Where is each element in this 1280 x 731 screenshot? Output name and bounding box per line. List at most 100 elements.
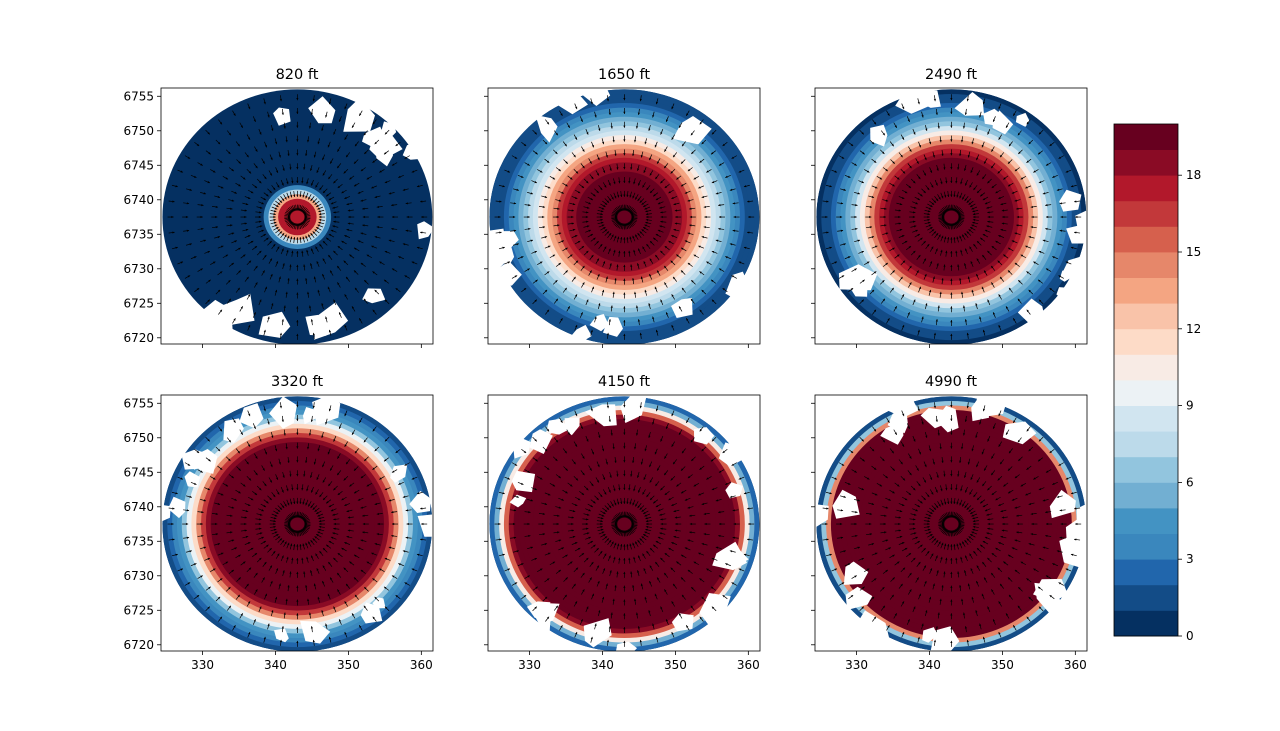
wind-arrowhead: [580, 426, 583, 429]
wind-arrowhead: [312, 639, 315, 643]
wind-arrowhead: [909, 165, 912, 169]
missing-data-gap: [239, 403, 264, 429]
wind-arrowhead: [341, 547, 344, 550]
wind-arrowhead: [686, 318, 689, 321]
wind-arrowhead: [908, 246, 911, 249]
wind-arrowhead: [897, 254, 900, 257]
wind-arrowhead: [982, 176, 985, 180]
wind-arrowhead: [277, 185, 280, 188]
wind-arrowhead: [303, 518, 306, 521]
wind-arrowhead: [611, 541, 614, 545]
wind-arrowhead: [586, 557, 589, 561]
wind-arrowhead: [913, 206, 917, 209]
wind-arrowhead: [601, 514, 605, 517]
wind-arrowhead: [639, 98, 642, 102]
wind-arrowhead: [328, 636, 332, 640]
wind-arrowhead: [617, 209, 621, 212]
wind-arrowhead: [976, 173, 979, 176]
wind-arrowhead: [930, 477, 933, 480]
wind-arrowhead: [315, 246, 318, 249]
wind-arrowhead: [207, 439, 210, 442]
wind-arrowhead: [259, 211, 262, 214]
wind-arrowhead: [180, 170, 183, 173]
wind-arrowhead: [567, 432, 570, 435]
wind-arrowhead: [322, 173, 325, 176]
wind-arrowhead: [317, 207, 320, 210]
wind-arrowhead: [879, 254, 883, 257]
wind-arrowhead: [984, 229, 988, 232]
wind-arrowhead: [703, 205, 707, 208]
wind-arrowhead: [843, 188, 846, 191]
wind-arrowhead: [609, 570, 612, 573]
wind-arrowhead: [328, 408, 332, 412]
wind-arrowhead: [941, 153, 944, 156]
wind-arrowhead: [660, 527, 663, 530]
wind-arrowhead: [310, 626, 313, 629]
wind-arrowhead: [300, 222, 303, 226]
wind-arrowhead: [328, 329, 332, 333]
wind-arrowhead: [930, 261, 933, 264]
missing-data-gap: [390, 464, 408, 483]
wind-arrowhead: [290, 195, 293, 198]
wind-arrowhead: [588, 509, 591, 512]
wind-arrowhead: [664, 165, 667, 169]
wind-arrowhead: [328, 541, 332, 544]
wind-arrowhead: [279, 231, 283, 234]
wind-arrowhead: [676, 254, 679, 257]
wind-arrowhead: [631, 524, 634, 527]
wind-arrowhead: [998, 137, 1001, 140]
wind-arrowhead: [591, 176, 594, 180]
wind-arrowhead: [913, 299, 916, 302]
wind-arrowhead: [639, 538, 643, 541]
panel-title: 3320 ft: [271, 374, 323, 390]
wind-arrowhead: [513, 229, 517, 232]
wind-arrowhead: [991, 472, 994, 476]
wind-arrowhead: [269, 480, 272, 483]
wind-arrowhead: [558, 539, 562, 542]
wind-arrowhead: [618, 487, 621, 491]
wind-arrowhead: [664, 472, 667, 476]
wind-arrowhead: [180, 568, 183, 571]
wind-arrowhead: [605, 462, 608, 465]
wind-arrowhead: [534, 251, 537, 254]
wind-arrowhead: [861, 299, 864, 302]
wind-arrowhead: [628, 250, 631, 254]
wind-arrowhead: [544, 502, 548, 506]
wind-vectors: [167, 401, 428, 647]
wind-arrowhead: [271, 303, 274, 306]
wind-arrowhead: [306, 488, 309, 492]
wind-arrowhead: [405, 202, 408, 205]
wind-arrowhead: [882, 280, 885, 283]
wind-arrowhead: [285, 291, 288, 295]
wind-arrowhead: [296, 501, 299, 504]
wind-arrowhead: [633, 249, 636, 253]
wind-arrowhead: [660, 487, 663, 491]
wind-arrowhead: [971, 448, 974, 452]
wind-arrowhead: [406, 215, 409, 219]
wind-arrowhead: [276, 477, 279, 480]
wind-arrowhead: [322, 464, 325, 468]
wind-arrowhead: [665, 119, 669, 122]
missing-data-gap: [184, 471, 201, 488]
wind-arrowhead: [615, 526, 618, 529]
wind-arrowhead: [648, 610, 651, 613]
wind-arrowhead: [718, 575, 722, 578]
wind-arrowhead: [322, 157, 325, 161]
wind-arrowhead: [305, 542, 308, 546]
wind-arrowhead: [269, 173, 272, 176]
wind-arrowhead: [575, 413, 578, 417]
wind-arrowhead: [395, 450, 398, 453]
wind-arrowhead: [581, 553, 584, 556]
wind-arrowhead: [349, 177, 352, 180]
wind-arrowhead: [953, 222, 956, 226]
wind-arrowhead: [291, 487, 294, 491]
wind-arrowhead: [323, 241, 326, 244]
wind-arrowhead: [657, 229, 661, 232]
wind-arrowhead: [502, 553, 505, 556]
wind-arrowhead: [604, 509, 608, 512]
wind-arrowhead: [747, 231, 750, 234]
wind-arrowhead: [288, 527, 292, 530]
wind-arrowhead: [571, 222, 574, 225]
wind-arrowhead: [591, 144, 594, 148]
wind-arrowhead: [574, 444, 578, 447]
